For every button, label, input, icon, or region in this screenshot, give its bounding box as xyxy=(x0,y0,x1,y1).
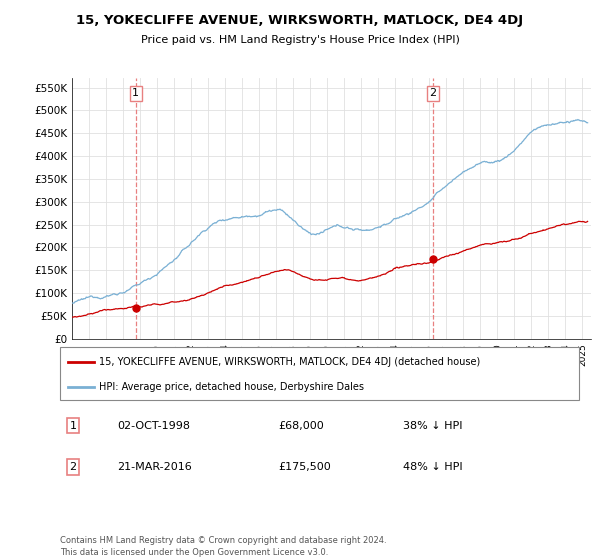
Text: HPI: Average price, detached house, Derbyshire Dales: HPI: Average price, detached house, Derb… xyxy=(99,382,364,392)
Text: 1: 1 xyxy=(133,88,139,99)
Text: 21-MAR-2016: 21-MAR-2016 xyxy=(117,462,192,472)
Text: 1: 1 xyxy=(70,421,76,431)
Text: 15, YOKECLIFFE AVENUE, WIRKSWORTH, MATLOCK, DE4 4DJ: 15, YOKECLIFFE AVENUE, WIRKSWORTH, MATLO… xyxy=(76,14,524,27)
FancyBboxPatch shape xyxy=(60,347,579,400)
Text: Price paid vs. HM Land Registry's House Price Index (HPI): Price paid vs. HM Land Registry's House … xyxy=(140,35,460,45)
Text: Contains HM Land Registry data © Crown copyright and database right 2024.
This d: Contains HM Land Registry data © Crown c… xyxy=(60,536,386,557)
Text: £175,500: £175,500 xyxy=(278,462,331,472)
Text: 38% ↓ HPI: 38% ↓ HPI xyxy=(403,421,462,431)
Text: 2: 2 xyxy=(70,462,77,472)
Text: 15, YOKECLIFFE AVENUE, WIRKSWORTH, MATLOCK, DE4 4DJ (detached house): 15, YOKECLIFFE AVENUE, WIRKSWORTH, MATLO… xyxy=(99,357,480,367)
Text: £68,000: £68,000 xyxy=(278,421,324,431)
Text: 48% ↓ HPI: 48% ↓ HPI xyxy=(403,462,462,472)
Text: 02-OCT-1998: 02-OCT-1998 xyxy=(117,421,190,431)
Text: 2: 2 xyxy=(430,88,437,99)
